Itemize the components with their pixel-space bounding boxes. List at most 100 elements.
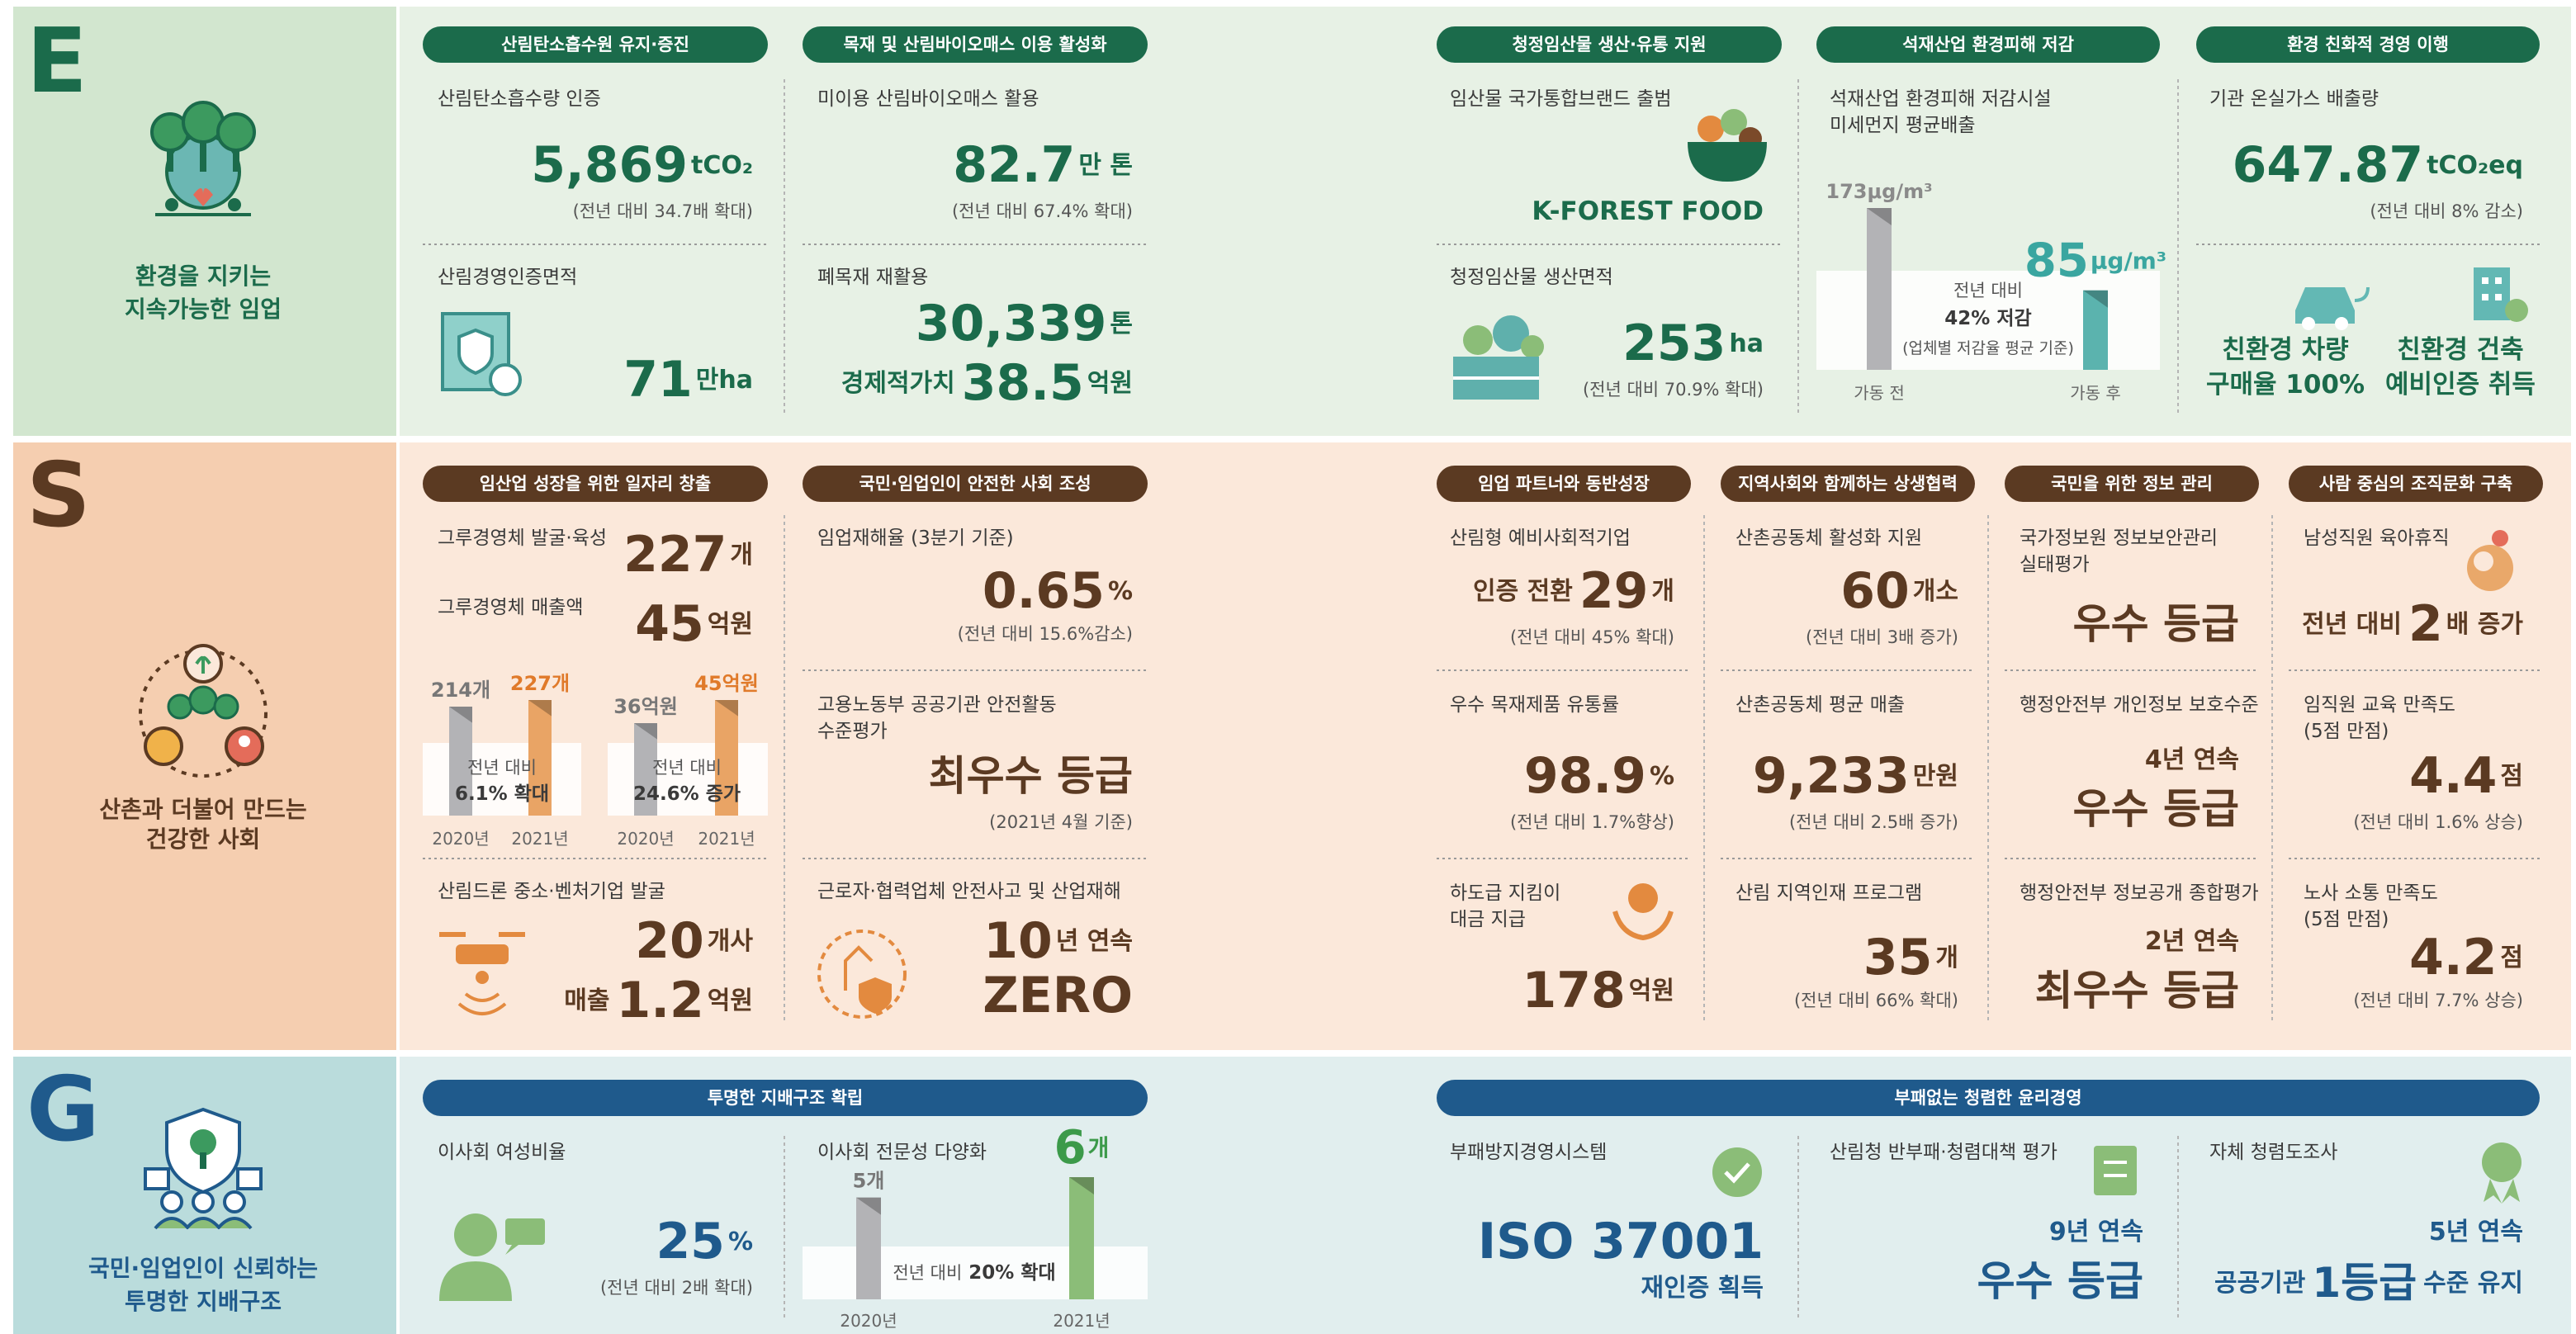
metric-note: (전년 대비 45% 확대) [1510, 627, 1674, 647]
metric-value: 최우수 등급 [2035, 967, 2239, 1015]
metric-label: 수준평가 [817, 721, 888, 742]
chart-category: 2020년 [840, 1311, 897, 1331]
metric-unit: 개소 [1913, 577, 1958, 606]
section-caption: 건강한 사회 [146, 825, 261, 853]
chart-note: 6.1% 확대 [455, 783, 549, 805]
society-icon-part [239, 736, 250, 747]
chart-category: 2021년 [511, 829, 568, 849]
section-header: 청정임산물 생산·유통 지원 [1512, 35, 1706, 54]
metric-label: 하도급 지킴이 [1450, 882, 1560, 904]
metric-label: 남성직원 육아휴직 [2304, 527, 2450, 549]
metric-value: 60 [1840, 562, 1910, 620]
metric-note: (전년 대비 1.7%향상) [1510, 812, 1674, 832]
metric-label: 폐목재 재활용 [817, 267, 928, 288]
metric-value: 178 [1522, 962, 1626, 1019]
metric-label: 이사회 여성비율 [438, 1142, 566, 1163]
section-header: 산림탄소흡수원 유지·증진 [501, 35, 689, 54]
section-letter: S [26, 444, 91, 547]
metric-note: (전년 대비 7.7% 상승) [2353, 991, 2523, 1010]
metric-label: (5점 만점) [2304, 721, 2389, 742]
chart-category: 2020년 [617, 829, 674, 849]
metric-note: 전년 대비 [652, 758, 722, 778]
iso-badge-icon [1712, 1147, 1762, 1197]
section-letter: E [26, 10, 88, 113]
metric-value: 647.87 [2233, 136, 2424, 194]
bar-label: 5개 [853, 1170, 885, 1193]
metric-unit: 개 [730, 541, 753, 570]
metric-label: 그루경영체 발굴·육성 [438, 527, 607, 549]
produce-crate-icon-part [1521, 335, 1544, 358]
chart-note: 24.6% 증가 [633, 783, 741, 805]
governance-icon-part [145, 1169, 168, 1189]
chart-category: 2021년 [698, 829, 755, 849]
metric-value: 227 [623, 526, 727, 584]
bar-label: 214개 [431, 679, 490, 702]
metric-label: 노사 소통 만족도 [2304, 882, 2438, 904]
metric-note: (전년 대비 15.6%감소) [958, 624, 1133, 644]
metric-note: 전년 대비 [893, 1263, 962, 1283]
metric-label: 대금 지급 [1450, 909, 1526, 930]
metric-label: 기관 온실가스 배출량 [2209, 88, 2379, 110]
section-header: 청정임산물 생산·유통 지원 [1512, 35, 1706, 54]
board-woman-icon-part [505, 1218, 545, 1245]
metric-value: 최우수 등급 [929, 752, 1133, 800]
metric-unit: % [1108, 577, 1133, 606]
metric-note: 전년 대비 [652, 758, 722, 778]
metric-label: 임직원 교육 만족도 [2304, 694, 2455, 716]
section-header: 임산업 성장을 위한 일자리 창출 [480, 474, 711, 494]
chart-footnote: (업체별 저감율 평균 기준) [1902, 339, 2074, 357]
chart-category: 가동 후 [2070, 383, 2121, 403]
metric-note: 전년 대비 [1953, 281, 2023, 300]
metric-label: 산촌공동체 평균 매출 [1735, 694, 1905, 716]
section-caption: 투명한 지배구조 [125, 1288, 282, 1315]
society-icon-part [215, 695, 238, 718]
metric-label: 이사회 전문성 다양화 [817, 1142, 987, 1163]
metric-value: 98.9 [1524, 747, 1646, 805]
metric-label: 석재산업 환경피해 저감시설 [1830, 88, 2052, 110]
bar-label: 36억원 [613, 695, 678, 718]
metric-label: 실태평가 [2020, 554, 2090, 575]
section-header: 환경 친화적 경영 이행 [2287, 35, 2449, 54]
metric-label: 이사회 전문성 다양화 [817, 1142, 987, 1163]
metric-label: 산림탄소흡수량 인증 [438, 88, 601, 110]
metric-label: 미이용 산림바이오매스 활용 [817, 88, 1039, 110]
green-building-icon-part [2482, 294, 2488, 300]
section-header: 투명한 지배구조 확립 [708, 1088, 864, 1108]
section-letter: S [26, 444, 91, 547]
chart-footnote: (업체별 저감율 평균 기준) [1902, 339, 2074, 357]
metric-label: 우수 목재제품 유통률 [1450, 694, 1619, 716]
metric-unit: 개 [1935, 944, 1958, 972]
metric-unit: 억원 [708, 986, 753, 1015]
metric-label: 산림형 예비사회적기업 [1450, 527, 1631, 549]
metric-label: 임직원 교육 만족도 [2304, 694, 2455, 716]
chart-category: 2021년 [1053, 1311, 1110, 1331]
certificate-icon [443, 314, 520, 395]
section-caption: 산촌과 더불어 만드는 [99, 796, 306, 823]
metric-note: (전년 대비 67.4% 확대) [952, 201, 1133, 221]
metric-note: 전년 대비 [467, 758, 537, 778]
highlight-text: 친환경 차량 [2222, 335, 2348, 365]
produce-crate-icon-part [1463, 325, 1493, 355]
chart-category: 가동 후 [2070, 383, 2121, 403]
metric-label: 석재산업 환경피해 저감시설 [1830, 88, 2052, 110]
metric-label: 행정안전부 정보공개 종합평가 [2020, 882, 2259, 904]
metric-label: 이사회 여성비율 [438, 1142, 566, 1163]
brand-name: K-FOREST FOOD [1532, 196, 1764, 226]
section-header: 사람 중심의 조직문화 구축 [2319, 474, 2512, 494]
metric-label: 실태평가 [2020, 554, 2090, 575]
section-caption: 투명한 지배구조 [125, 1288, 282, 1315]
section-header: 국민을 위한 정보 관리 [2051, 474, 2213, 494]
parental-leave-icon-part [2474, 551, 2493, 571]
metric-label: 자체 청렴도조사 [2209, 1142, 2337, 1163]
metric-note: (전년 대비 1.6% 상승) [2353, 812, 2523, 832]
bar-label: 5개 [853, 1170, 885, 1193]
bar-label: 227개 [510, 672, 570, 695]
bar-unit: 개 [1088, 1134, 1110, 1161]
metric-label: 고용노동부 공공기관 안전활동 [817, 694, 1057, 716]
metric-label: 임산물 국가통합브랜드 출범 [1450, 88, 1672, 110]
metric-value: 2 [2408, 595, 2443, 653]
section-header: 국민·임업인이 안전한 사회 조성 [859, 474, 1091, 494]
metric-unit: 배 증가 [2446, 610, 2524, 639]
metric-value: 5,869 [531, 136, 688, 194]
drone-icon-part [456, 944, 509, 964]
